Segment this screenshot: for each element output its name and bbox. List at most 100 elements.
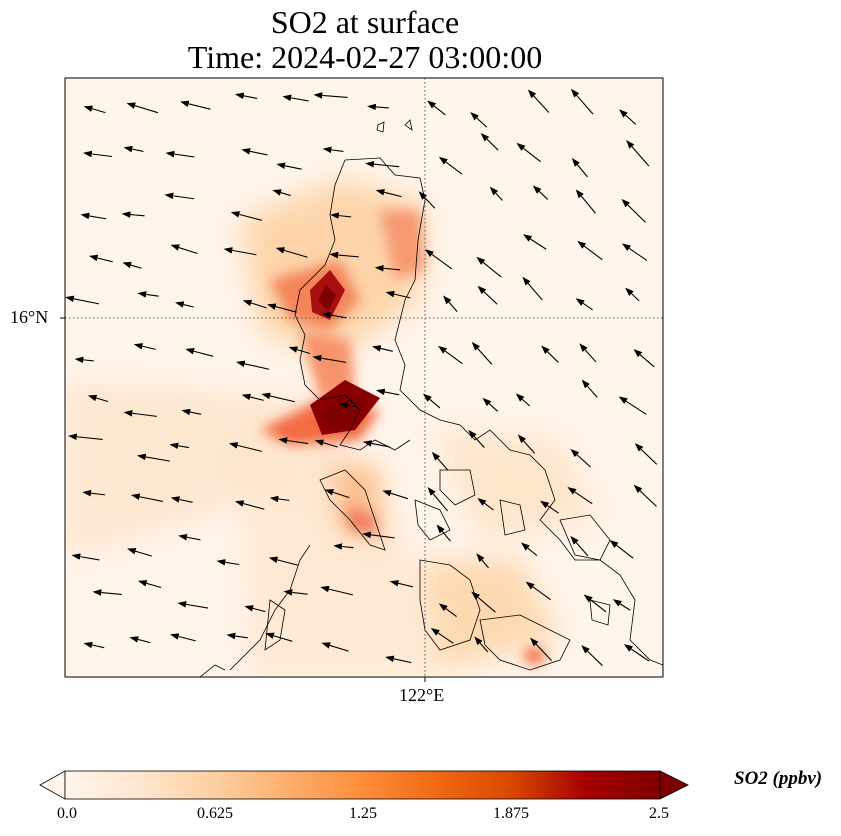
wind-arrow: [333, 543, 354, 550]
wind-arrow: [427, 100, 446, 116]
wind-arrow: [422, 393, 441, 409]
wind-arrow: [523, 234, 547, 250]
wind-arrow: [312, 354, 347, 363]
wind-arrow: [136, 453, 170, 462]
wind-arrow: [83, 150, 113, 158]
wind-arrow: [621, 198, 646, 223]
wind-arrow: [330, 212, 352, 219]
wind-arrow: [275, 247, 308, 258]
wind-arrow: [164, 192, 195, 200]
wind-arrow: [382, 490, 409, 500]
wind-arrow: [272, 189, 291, 197]
wind-arrow: [489, 186, 503, 201]
wind-arrow: [321, 642, 349, 652]
wind-arrow: [137, 580, 162, 589]
wind-arrow: [540, 500, 560, 514]
wind-arrow: [226, 632, 248, 640]
wind-arrow: [634, 443, 658, 465]
wind-arrow: [618, 396, 647, 415]
wind-arrow: [83, 641, 105, 649]
colorbar-extend-min: [39, 770, 66, 800]
colorbar-tick-2: 1.25: [349, 805, 377, 822]
latitude-tick-label: 16°N: [10, 307, 49, 327]
wind-arrow: [82, 489, 106, 497]
wind-arrow: [362, 531, 395, 539]
wind-arrow: [375, 189, 402, 198]
wind-arrow: [241, 393, 264, 401]
wind-arrow: [322, 146, 344, 154]
wind-arrow: [619, 109, 637, 125]
wind-arrow: [626, 140, 650, 167]
wind-arrow: [471, 591, 496, 613]
wind-arrow: [581, 379, 598, 398]
wind-arrow: [165, 150, 195, 158]
wind-arrow: [577, 240, 603, 261]
wind-arrow: [367, 103, 389, 111]
wind-arrow: [74, 356, 94, 364]
wind-arrow: [365, 160, 400, 168]
wind-arrow: [571, 157, 588, 178]
wind-arrow: [234, 500, 265, 510]
wind-arrow: [123, 410, 157, 417]
wind-arrow: [185, 348, 214, 357]
wind-arrow: [329, 251, 359, 259]
wind-arrow: [127, 548, 153, 557]
wind-arrow: [570, 88, 594, 115]
wind-arrow: [129, 636, 151, 644]
colorbar-tick-1: 0.625: [197, 805, 233, 822]
wind-arrow: [579, 343, 597, 363]
wind-arrow: [230, 211, 262, 221]
colorbar-label: SO2 (ppbv): [734, 768, 823, 789]
wind-arrow: [443, 295, 458, 313]
chart-subtitle-time: Time: 2024-02-27 03:00:00: [187, 39, 543, 75]
longitude-tick-label: 122°E: [399, 685, 445, 705]
wind-arrow: [87, 394, 109, 403]
wind-arrow: [520, 542, 538, 557]
wind-arrow: [228, 442, 263, 452]
wind-arrow: [175, 301, 194, 308]
wind-arrow: [169, 442, 190, 450]
wind-arrow: [470, 112, 488, 128]
colorbar-tick-4: 2.5: [649, 805, 669, 822]
wind-arrow: [476, 553, 489, 569]
wind-arrow: [170, 496, 193, 503]
wind-arrow: [621, 243, 648, 261]
wind-arrow: [471, 341, 493, 365]
wind-arrow: [235, 360, 270, 370]
wind-arrow: [385, 655, 412, 664]
colorbar: [39, 770, 689, 800]
wind-arrow: [480, 132, 499, 151]
wind-arrow: [267, 303, 297, 313]
wind-arrow: [522, 276, 543, 301]
wind-arrow: [92, 589, 122, 596]
colorbar-extend-max: [659, 770, 689, 800]
wind-arrow: [178, 534, 201, 541]
colorbar-gradient: [64, 770, 661, 800]
wind-arrow: [623, 644, 650, 662]
wind-arrow: [223, 247, 257, 256]
wind-arrow: [532, 185, 549, 200]
wind-arrow: [170, 244, 198, 254]
wind-arrow: [126, 102, 159, 114]
wind-arrow: [418, 191, 436, 209]
wind-arrow: [583, 594, 607, 613]
wind-arrow: [517, 434, 536, 454]
wind-arrow: [235, 92, 258, 100]
coastlines: [199, 119, 663, 677]
wind-arrow: [515, 393, 531, 407]
wind-arrow: [527, 89, 550, 113]
wind-arrow: [244, 605, 266, 613]
wind-arrow: [530, 637, 552, 661]
wind-arrow: [436, 524, 451, 542]
wind-arrow: [261, 392, 296, 403]
wind-arrow: [133, 343, 156, 350]
wind-arrow: [570, 535, 589, 557]
wind-arrow: [130, 493, 164, 502]
wind-arrow: [476, 256, 502, 278]
wind-arrow: [288, 346, 311, 354]
wind-arrow: [122, 261, 142, 269]
wind-arrow: [80, 212, 107, 220]
wind-arrow: [385, 290, 411, 299]
wind-arrow: [525, 581, 551, 601]
wind-arrow: [242, 299, 267, 309]
